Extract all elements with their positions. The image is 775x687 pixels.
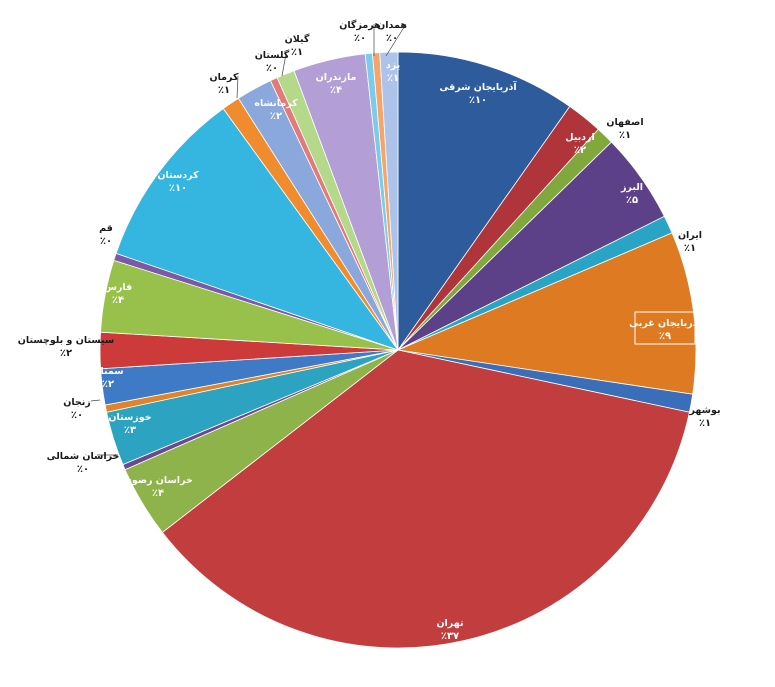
slice-labels: آذربایجان شرقی ٪۱۰ اردبیل ٪۲ اصفهان ٪۱ البرز ٪۵… <box>18 19 721 642</box>
slice-value-label: ٪۱ <box>619 130 631 141</box>
slice-name-label: تهران <box>436 618 463 629</box>
slice-name-label: خراسان شمالی <box>47 451 120 462</box>
slice-value-label: ٪۱۰ <box>169 183 187 194</box>
pie-slice <box>115 108 400 351</box>
slice-name-label: گلستان <box>255 49 290 61</box>
slice-value-label: ٪۱ <box>699 418 711 429</box>
slice-value-label: ٪۳ <box>124 425 136 436</box>
pie-slices <box>99 51 697 649</box>
slice-name-label: گیلان <box>285 33 310 45</box>
slice-value-label: ٪۹ <box>659 331 671 342</box>
slice-name-label: خراسان رضوی <box>123 475 193 486</box>
slice-name-label: همدان <box>377 20 407 31</box>
slice-value-label: ٪۱ <box>291 47 303 58</box>
slice-value-label: ٪۰ <box>386 33 398 44</box>
slice-name-label: البرز <box>620 182 643 193</box>
slice-value-label: ٪۳۷ <box>441 631 459 642</box>
slice-name-label: کردستان <box>157 170 199 181</box>
slice-value-label: ٪۰ <box>354 33 366 44</box>
slice-value-label: ٪۱۰ <box>469 95 487 106</box>
slice-value-label: ٪۰ <box>77 464 89 475</box>
slice-value-label: ٪۲ <box>270 111 282 122</box>
slice-name-label: سیستان و بلوچستان <box>18 335 114 346</box>
slice-name-label: فارس <box>104 282 132 293</box>
leader-line <box>236 75 239 99</box>
leader-line <box>90 399 101 402</box>
slice-value-label: ٪۴ <box>330 85 342 96</box>
pie-slice <box>397 51 571 352</box>
slice-value-label: ٪۰ <box>100 236 112 247</box>
leader-lines <box>90 23 407 456</box>
slice-name-label: آذربایجان غربی <box>629 316 701 329</box>
slice-name-label: آذربایجان شرقی <box>439 80 517 93</box>
slice-name-label: خوزستان <box>108 412 151 423</box>
leader-line <box>281 53 287 77</box>
slice-name-label: بوشهر <box>688 405 720 416</box>
slice-value-label: ٪۱ <box>218 85 230 96</box>
pie-slice <box>161 349 690 649</box>
slice-value-label: ٪۲ <box>574 145 586 156</box>
slice-value-label: ٪۰ <box>71 410 83 421</box>
pie-slice <box>379 51 399 351</box>
slice-value-label: ٪۱ <box>387 73 399 84</box>
slice-name-label: یزد <box>386 60 400 71</box>
slice-value-label: ٪۲ <box>102 379 114 390</box>
slice-name-label: اصفهان <box>606 117 643 128</box>
slice-name-label: سمنان <box>92 366 123 377</box>
slice-name-label: هرمزگان <box>339 19 381 31</box>
slice-name-label: کرمانشاه <box>254 98 298 109</box>
slice-value-label: ٪۵ <box>626 195 638 206</box>
slice-value-label: ٪۲ <box>60 348 72 359</box>
leader-line <box>385 23 407 57</box>
slice-value-label: ٪۰ <box>266 63 278 74</box>
slice-name-label: اردبیل <box>565 132 595 143</box>
label-box <box>634 311 696 345</box>
slice-value-label: ٪۱ <box>684 243 696 254</box>
slice-value-label: ٪۴ <box>112 295 124 306</box>
slice-name-label: کرمان <box>210 72 239 83</box>
slice-name-label: مازندران <box>316 72 357 83</box>
slice-name-label: قم <box>99 223 113 234</box>
slice-name-label: ایران <box>678 230 702 241</box>
slice-value-label: ٪۴ <box>152 488 164 499</box>
slice-name-label: زنجان <box>63 397 91 408</box>
